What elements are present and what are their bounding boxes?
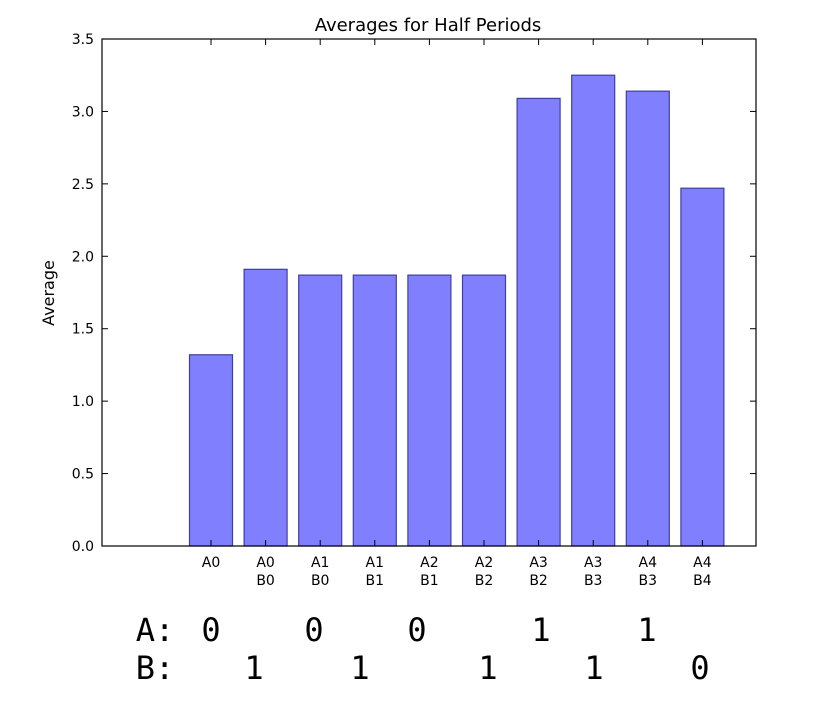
x-tick-label: A2 — [420, 555, 438, 571]
x-tick-label: B0 — [311, 573, 330, 589]
x-tick-label: A4 — [639, 555, 658, 571]
plot-area-frame — [101, 38, 757, 547]
bar — [243, 268, 288, 547]
sequence-b-value: 0 — [690, 649, 709, 687]
y-tick-label: 0.5 — [72, 467, 94, 483]
sequence-a-label: A: — [136, 611, 175, 649]
x-tick-label: B2 — [529, 573, 548, 589]
sequence-b-value: 1 — [478, 649, 497, 687]
sequence-row-a: A: 0 0 0 1 1 — [136, 611, 657, 649]
sequence-b-label: B: — [136, 649, 175, 687]
y-tick-label: 0.0 — [72, 539, 94, 555]
bar — [461, 274, 507, 547]
sequence-b-value: 1 — [350, 649, 369, 687]
chart-title: Averages for Half Periods — [315, 15, 542, 36]
y-tick-label: 3.5 — [72, 32, 94, 48]
bar-series — [188, 74, 725, 547]
x-tick-label: A3 — [529, 555, 547, 571]
y-tick-label: 1.5 — [72, 322, 94, 338]
x-tick-label: B1 — [366, 573, 385, 589]
bar — [571, 74, 616, 547]
x-tick-label: B3 — [584, 573, 603, 589]
y-tick-label: 3.0 — [72, 104, 94, 120]
x-tick-label: B3 — [639, 573, 658, 589]
sequence-a-value: 1 — [637, 611, 656, 649]
x-tick-label: A1 — [366, 555, 384, 571]
x-axis: A0 A0 B0 A1 B0 A1 B1 A2 B1 A2 B2 A3 B2 A3 B3 A4 B3 A4 B4 — [202, 39, 712, 589]
x-tick-label: A1 — [311, 555, 329, 571]
y-axis: 0.0 0.5 1.0 1.5 2.0 2.5 3.0 3.5 — [72, 32, 756, 555]
sequence-row-b: B: 1 1 1 1 0 — [136, 649, 710, 687]
bar — [298, 274, 343, 547]
sequence-a-value: 0 — [304, 611, 323, 649]
bar — [625, 90, 670, 547]
x-tick-label: B2 — [475, 573, 494, 589]
x-tick-label: B4 — [693, 573, 712, 589]
x-tick-label: A3 — [584, 555, 602, 571]
sequence-b-value: 1 — [584, 649, 603, 687]
x-tick-label: A2 — [475, 555, 493, 571]
y-axis-label: Average — [39, 260, 58, 326]
x-tick-label: B0 — [256, 573, 275, 589]
bar — [352, 274, 397, 547]
sequence-b-value: 1 — [244, 649, 263, 687]
bar — [188, 354, 234, 547]
sequence-a-value: 1 — [531, 611, 550, 649]
x-tick-label: A4 — [693, 555, 712, 571]
x-tick-label: A0 — [202, 555, 220, 571]
sequence-a-value: 0 — [201, 611, 220, 649]
x-tick-label: B1 — [420, 573, 439, 589]
x-tick-label: A0 — [256, 555, 274, 571]
bar — [407, 274, 452, 547]
bar — [680, 187, 725, 547]
bar — [516, 97, 561, 547]
y-tick-label: 1.0 — [72, 394, 94, 410]
y-tick-label: 2.5 — [72, 177, 94, 193]
y-tick-label: 2.0 — [72, 249, 94, 265]
sequence-a-value: 0 — [407, 611, 426, 649]
